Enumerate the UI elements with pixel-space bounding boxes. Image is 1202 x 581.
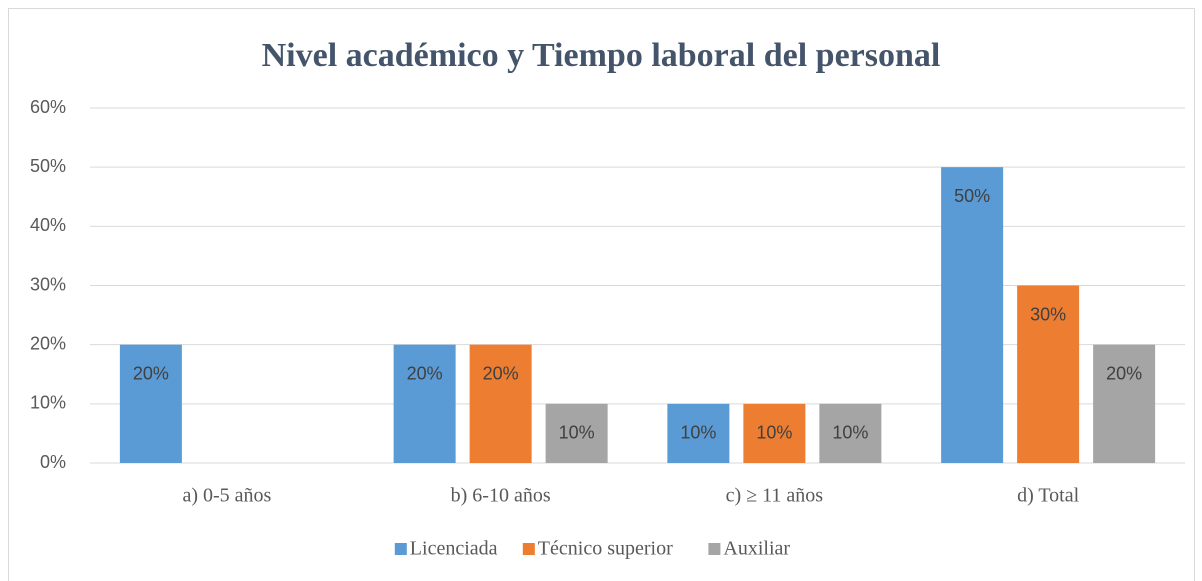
bar (1093, 344, 1156, 463)
legend-swatch (522, 543, 535, 555)
y-tick-label: 60% (30, 97, 66, 117)
bar (119, 344, 182, 463)
bar (667, 403, 730, 463)
x-tick-label: a) 0-5 años (182, 485, 271, 507)
data-label: 20% (1106, 363, 1142, 383)
data-label: 20% (133, 363, 169, 383)
y-tick-label: 50% (30, 156, 66, 176)
bar (743, 403, 806, 463)
y-tick-label: 30% (30, 274, 66, 294)
x-tick-label: b) 6-10 años (451, 485, 551, 507)
y-tick-label: 10% (30, 393, 66, 413)
data-label: 20% (483, 363, 519, 383)
y-tick-label: 40% (30, 215, 66, 235)
x-tick-label: c) ≥ 11 años (726, 485, 824, 507)
legend-swatch (394, 543, 407, 555)
data-label: 10% (832, 423, 868, 443)
data-label: 10% (559, 423, 595, 443)
y-tick-label: 0% (40, 452, 66, 472)
legend-swatch (708, 543, 721, 555)
x-tick-label: d) Total (1017, 485, 1080, 507)
legend-label: Licenciada (410, 538, 498, 560)
legend-label: Técnico superior (538, 538, 673, 560)
bar (941, 167, 1004, 463)
legend-label: Auxiliar (723, 538, 790, 560)
bar (819, 403, 882, 463)
data-label: 10% (680, 423, 716, 443)
y-tick-label: 20% (30, 333, 66, 353)
data-label: 20% (407, 363, 443, 383)
bar (469, 344, 532, 463)
data-label: 50% (954, 186, 990, 206)
data-label: 10% (756, 423, 792, 443)
chart-title: Nivel académico y Tiempo laboral del per… (262, 37, 941, 74)
data-label: 30% (1030, 304, 1066, 324)
bar (1017, 285, 1080, 463)
bar (545, 403, 608, 463)
bar (393, 344, 456, 463)
